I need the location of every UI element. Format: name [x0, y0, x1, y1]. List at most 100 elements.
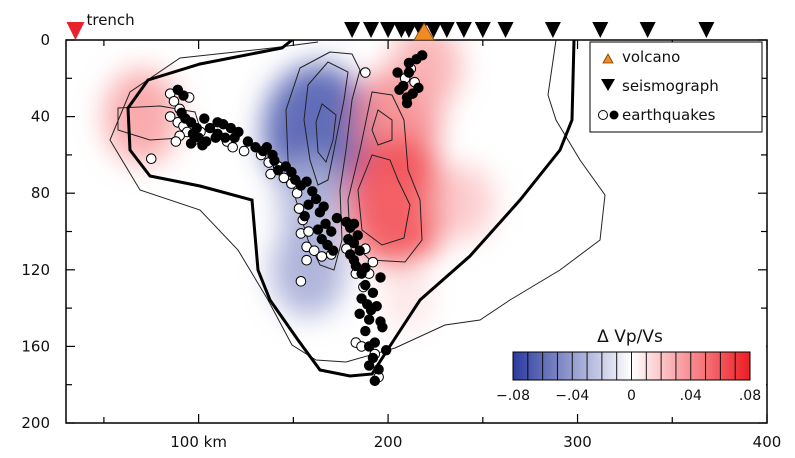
earthquake-filled [312, 224, 324, 235]
y-tick-label: 200 [21, 414, 50, 432]
y-tick-label: 80 [31, 184, 50, 202]
earthquake-filled [327, 245, 339, 256]
earthquake-open [170, 136, 182, 147]
earthquake-filled [219, 132, 231, 143]
earthquake-filled [354, 308, 365, 320]
colorbar-tick-label: −.04 [555, 388, 589, 404]
seismograph-icon [497, 22, 514, 38]
contour-outer-thin [109, 40, 606, 363]
seismograph-icon [639, 22, 656, 38]
earthquake-filled [303, 199, 314, 210]
seismograph-icon [438, 22, 455, 38]
earthquake-filled [369, 337, 381, 348]
colorbar-tick-label: .04 [680, 388, 702, 404]
earthquake-open [278, 172, 290, 184]
earthquake-filled [365, 304, 377, 316]
legend-label-earthquakes: earthquakes [622, 106, 716, 124]
earthquake-filled [269, 155, 280, 166]
earthquake-filled [363, 314, 375, 325]
seismograph-icon [363, 22, 380, 38]
earthquake-open [164, 111, 176, 122]
earthquake-filled [185, 138, 197, 149]
legend: volcano seismograph earthquakes [589, 41, 763, 133]
earthquake-filled [375, 272, 386, 283]
contour-neg-1 [285, 51, 361, 271]
seismograph-icon [698, 22, 715, 38]
contour-pos-1 [347, 91, 423, 263]
colorbar-title: Δ Vp/Vs [597, 327, 663, 347]
anomaly-5 [104, 69, 180, 164]
earthquake-filled [360, 325, 371, 337]
earthquake-open [295, 275, 307, 287]
seismograph-markers [344, 22, 715, 38]
earthquake-filled [348, 237, 360, 249]
anomaly-4 [345, 137, 451, 268]
x-tick-label: 200 [374, 433, 403, 451]
earthquake-open [168, 95, 180, 107]
earthquake-filled [242, 136, 254, 147]
seismograph-icon [544, 22, 561, 38]
earthquake-open [238, 145, 250, 157]
earthquake-filled [373, 364, 384, 375]
earthquake-filled [197, 140, 208, 151]
contour-neg-3 [315, 103, 337, 164]
seismograph-icon [400, 22, 417, 38]
earthquake-open [145, 153, 157, 165]
earthquake-filled [344, 249, 356, 260]
earthquake-filled [360, 279, 371, 291]
earthquake-filled [331, 212, 343, 224]
earthquake-filled [403, 67, 415, 78]
earthquake-open [360, 67, 371, 78]
y-tick-label: 120 [21, 261, 50, 279]
earthquake-filled [350, 260, 362, 272]
earthquake-filled [178, 90, 189, 101]
x-tick-label: 400 [753, 433, 782, 451]
earthquake-open [293, 203, 305, 214]
seismograph-icon [592, 22, 609, 38]
trench-marker: trench [66, 11, 135, 40]
earthquake-filled [354, 245, 365, 256]
earthquake-filled-legend-icon [609, 110, 619, 120]
seismograph-icon [455, 22, 472, 38]
earthquake-filled [367, 287, 379, 298]
seismograph-icon [425, 22, 442, 38]
volcano-legend-icon [602, 53, 614, 64]
earthquake-filled [299, 210, 310, 222]
earthquake-filled [360, 262, 371, 274]
earthquake-filled [318, 201, 329, 212]
seismograph-legend-icon [601, 79, 615, 91]
volcano-markers [413, 22, 435, 41]
earthquake-filled [398, 80, 409, 92]
contour-lines [109, 40, 606, 363]
earthquake-open [227, 141, 239, 153]
earthquake-filled [363, 360, 375, 371]
y-tick-label: 160 [21, 337, 50, 355]
earthquake-filled [380, 345, 392, 356]
seismograph-icon [344, 22, 361, 38]
earthquake-filled [369, 375, 381, 387]
volcano-icon [413, 22, 435, 41]
colorbar-tick-label: 0 [627, 388, 636, 404]
earthquake-filled [377, 322, 388, 333]
colorbar-tick-label: .08 [739, 388, 761, 404]
x-tick-label: 300 [563, 433, 592, 451]
anomaly-8 [382, 266, 433, 331]
contour-pos-3 [371, 109, 393, 146]
colorbar: Δ Vp/Vs −.08 −.04 0 .04 .08 [496, 318, 766, 412]
contour-pos-2 [357, 154, 411, 246]
earthquake-filled [413, 82, 424, 94]
earthquake-filled [310, 193, 322, 205]
earthquake-filled [320, 218, 331, 230]
trench-label: trench [86, 11, 134, 29]
earthquake-filled [348, 218, 360, 230]
y-tick-label: 40 [31, 108, 50, 126]
seismograph-icon [380, 22, 397, 38]
earthquake-filled [204, 122, 216, 134]
earthquakes-filled [172, 50, 428, 387]
seismograph-icon [474, 22, 491, 38]
y-tick-labels: 0 40 80 120 160 200 [21, 31, 50, 432]
earthquake-filled [416, 50, 428, 61]
anomaly-7 [433, 164, 494, 241]
earthquake-filled [401, 97, 413, 109]
earthquake-filled [199, 113, 210, 124]
